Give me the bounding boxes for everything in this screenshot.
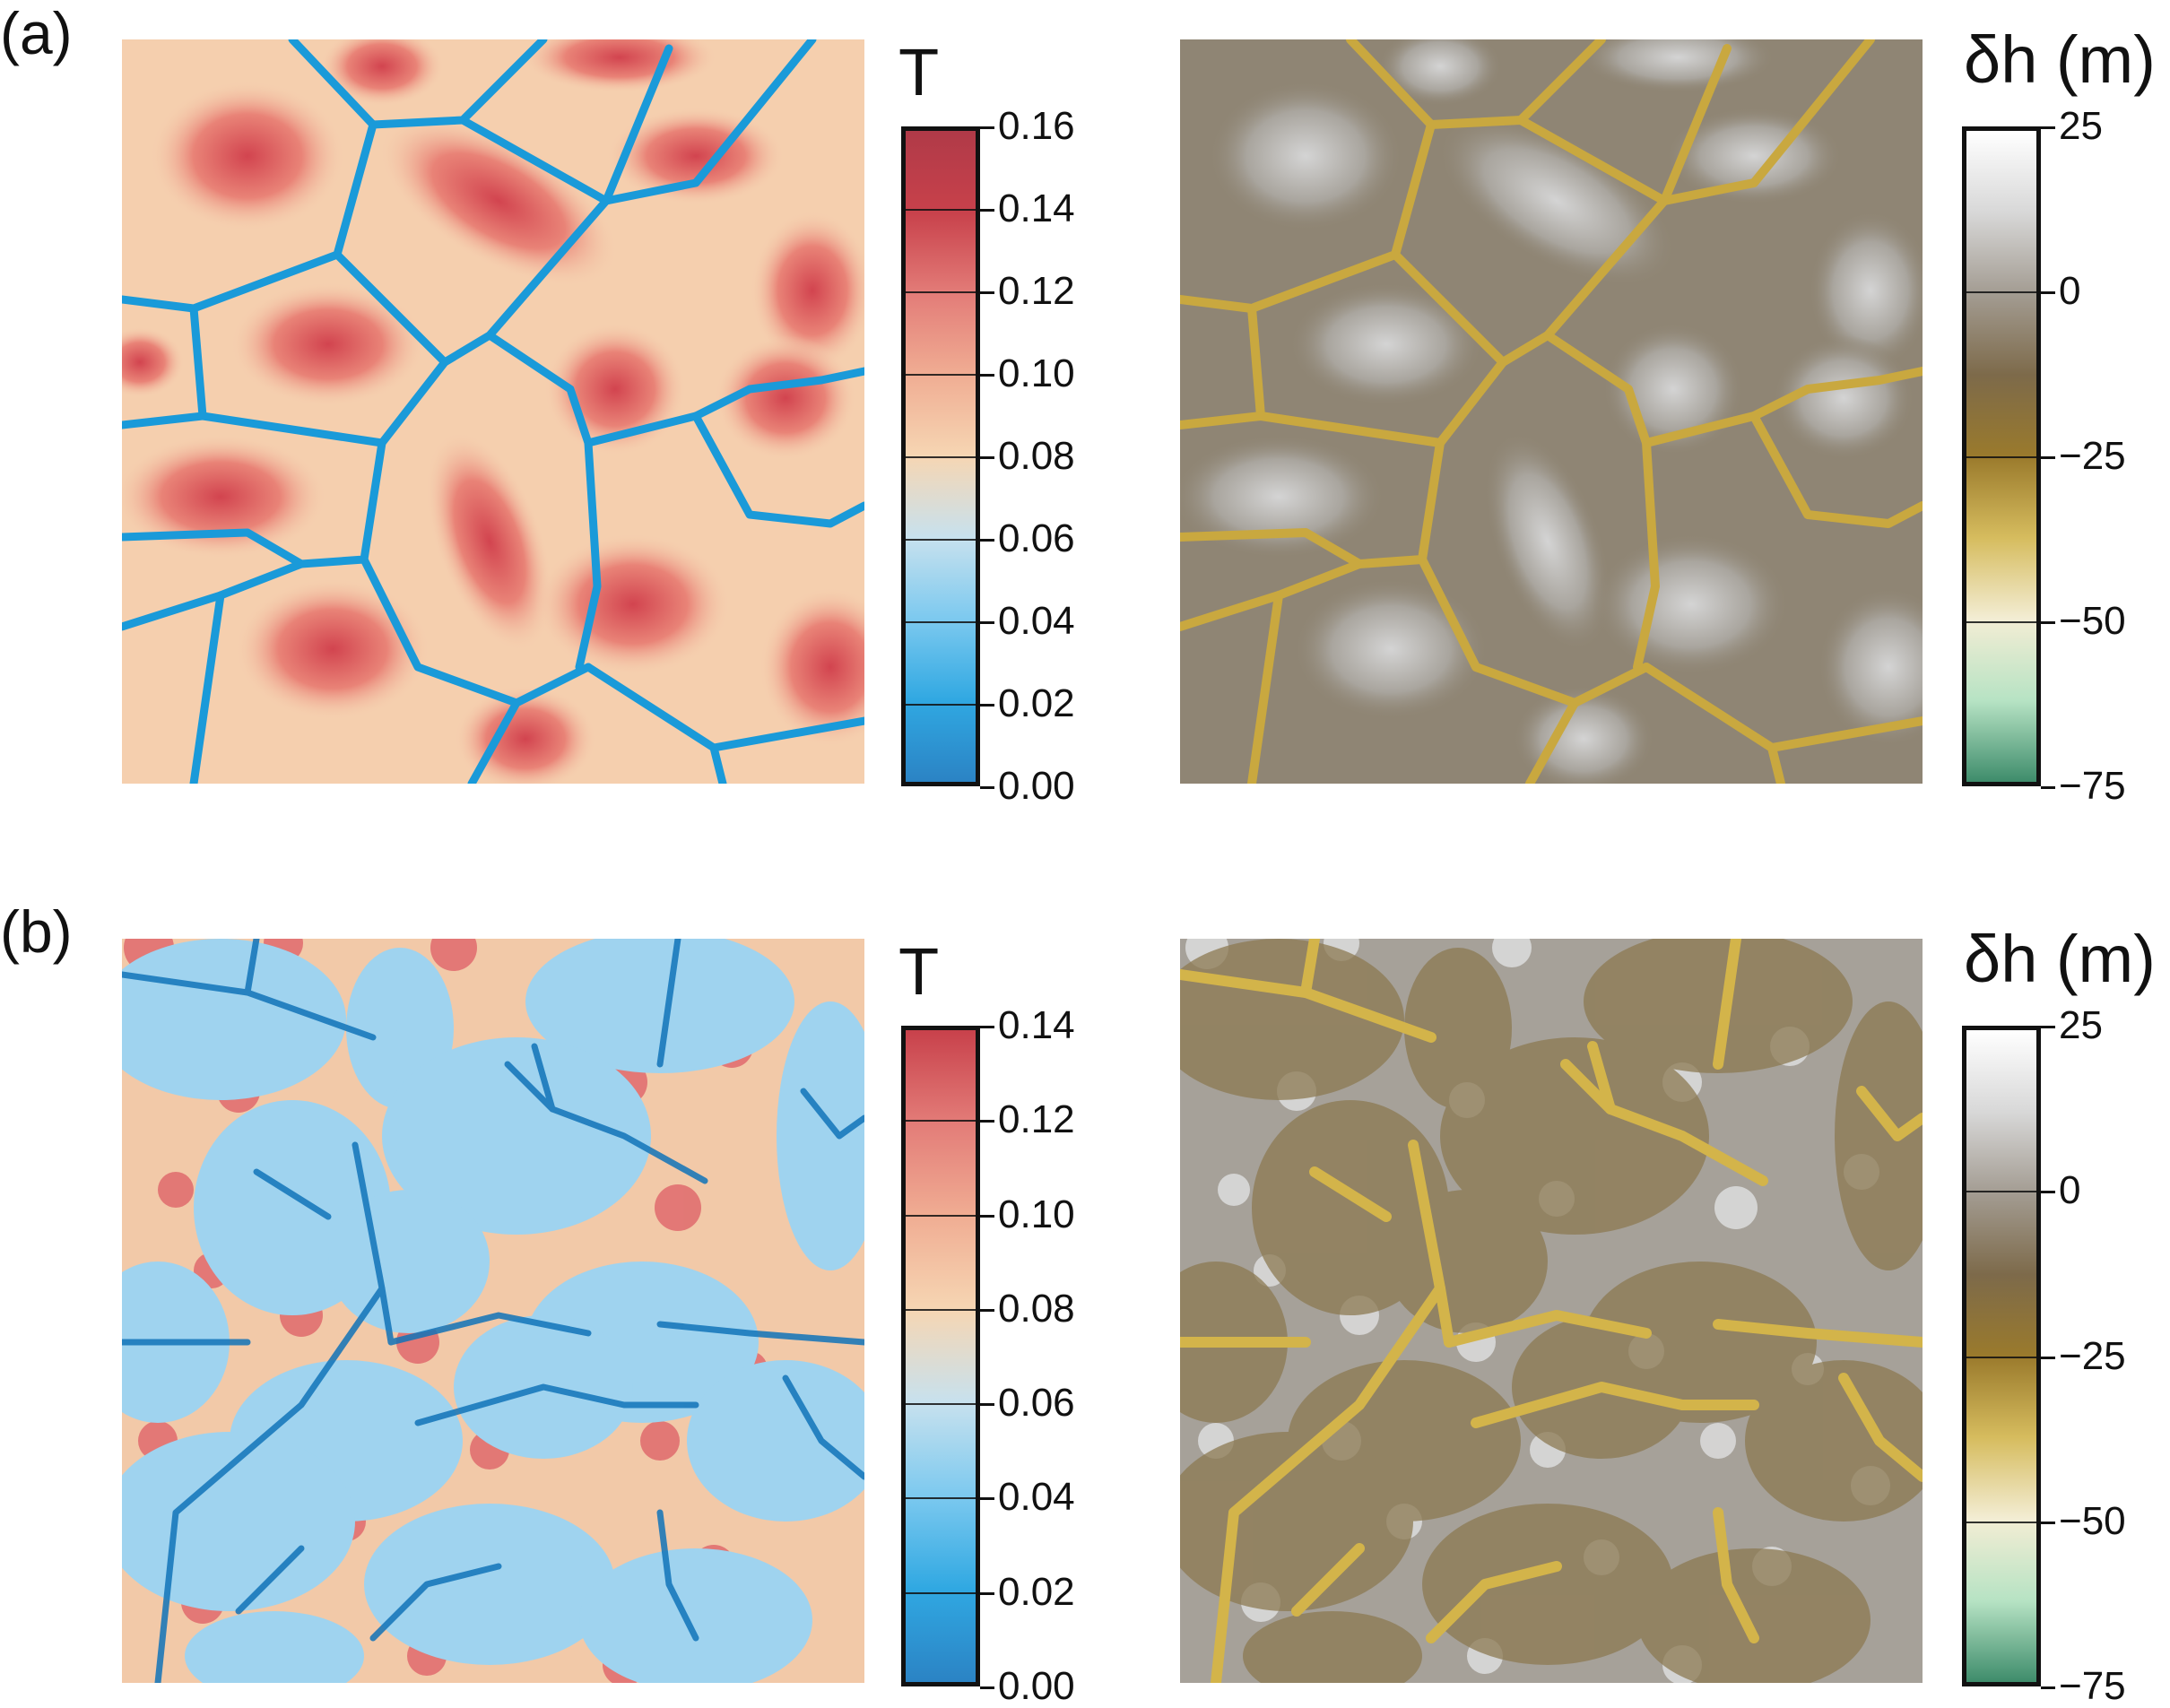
colorbar-tick-label: −75 <box>2059 1664 2126 1708</box>
colorbar-tick-mark <box>980 456 994 459</box>
colorbar-tick-label: 0 <box>2059 1168 2081 1213</box>
colorbar-tick-mark <box>980 126 994 129</box>
colorbar-tick-mark <box>980 291 994 294</box>
colorbar-tick-label: 0.16 <box>998 104 1075 148</box>
colorbar-tick-label: 0.10 <box>998 351 1075 395</box>
colorbar-tick-line <box>901 1403 980 1406</box>
colorbar-tick-mark <box>980 1308 994 1312</box>
colorbar-tick-label: −75 <box>2059 764 2126 808</box>
colorbar-tick-mark <box>980 786 994 789</box>
colorbar-tick-mark <box>2041 786 2055 789</box>
colorbar-tick-label: 0.14 <box>998 1003 1075 1047</box>
colorbar-tick-line <box>901 1214 980 1217</box>
panel-label-b: (b) <box>0 898 73 965</box>
colorbar-tick-label: 0.10 <box>998 1192 1075 1236</box>
temperature-map-a <box>122 39 864 784</box>
colorbar-tick-line <box>1962 1521 2041 1523</box>
colorbar-tick-line <box>901 539 980 541</box>
colorbar-tick-mark <box>2041 1686 2055 1689</box>
height-map-a <box>1180 39 1923 784</box>
colorbar-tick-label: 25 <box>2059 1003 2103 1047</box>
colorbar-tick-mark <box>980 1403 994 1407</box>
colorbar-tick-line <box>901 456 980 458</box>
colorbar-tick-mark <box>2041 126 2055 129</box>
height-colorbar-title-a: δh (m) <box>1964 22 2156 97</box>
colorbar-tick-label: 0.06 <box>998 1381 1075 1426</box>
colorbar-tick-label: 0.14 <box>998 186 1075 230</box>
colorbar-tick-line <box>1962 621 2041 623</box>
colorbar-tick-line <box>901 704 980 706</box>
colorbar-tick-line <box>1962 1356 2041 1358</box>
colorbar-tick-line <box>901 1120 980 1123</box>
colorbar-tick-mark <box>2041 1521 2055 1524</box>
colorbar-tick-line <box>901 621 980 623</box>
colorbar-tick-mark <box>980 209 994 212</box>
colorbar-tick-mark <box>980 1120 994 1123</box>
colorbar-tick-label: 0.00 <box>998 1664 1075 1708</box>
colorbar-tick-mark <box>2041 1026 2055 1028</box>
colorbar-tick-mark <box>980 621 994 624</box>
temperature-colorbar-title-b: T <box>898 934 940 1009</box>
colorbar-tick-label: 0 <box>2059 269 2081 313</box>
colorbar-tick-mark <box>2041 291 2055 294</box>
colorbar-tick-line <box>901 1497 980 1500</box>
colorbar-tick-line <box>1962 291 2041 293</box>
colorbar-tick-label: 0.08 <box>998 1286 1075 1331</box>
temperature-colorbar-b <box>901 1026 980 1686</box>
colorbar-tick-mark <box>980 1686 994 1689</box>
temperature-colorbar-title-a: T <box>898 35 940 109</box>
colorbar-tick-line <box>901 291 980 293</box>
colorbar-tick-line <box>901 374 980 376</box>
colorbar-tick-label: 0.00 <box>998 764 1075 808</box>
colorbar-tick-label: 0.06 <box>998 516 1075 560</box>
colorbar-tick-label: −25 <box>2059 434 2126 478</box>
height-colorbar-title-b: δh (m) <box>1964 922 2156 996</box>
colorbar-tick-mark <box>2041 1191 2055 1194</box>
colorbar-tick-mark <box>980 1214 994 1218</box>
colorbar-tick-label: 0.08 <box>998 434 1075 478</box>
colorbar-tick-label: 0.04 <box>998 599 1075 643</box>
temperature-map-b <box>122 939 864 1683</box>
colorbar-tick-mark <box>980 374 994 377</box>
height-map-b <box>1180 939 1923 1683</box>
colorbar-tick-label: 0.04 <box>998 1475 1075 1520</box>
colorbar-tick-mark <box>980 1026 994 1028</box>
colorbar-tick-label: −50 <box>2059 1498 2126 1543</box>
colorbar-tick-mark <box>980 1591 994 1595</box>
colorbar-tick-mark <box>980 1497 994 1501</box>
colorbar-tick-label: −25 <box>2059 1333 2126 1378</box>
colorbar-tick-line <box>901 209 980 211</box>
colorbar-tick-mark <box>980 539 994 542</box>
colorbar-tick-label: 0.02 <box>998 1569 1075 1614</box>
colorbar-tick-label: 0.12 <box>998 269 1075 313</box>
colorbar-tick-line <box>1962 1191 2041 1193</box>
colorbar-tick-mark <box>2041 621 2055 624</box>
colorbar-tick-line <box>1962 456 2041 458</box>
colorbar-tick-mark <box>2041 456 2055 459</box>
colorbar-tick-mark <box>2041 1356 2055 1359</box>
colorbar-tick-label: 0.12 <box>998 1097 1075 1142</box>
colorbar-tick-mark <box>980 704 994 707</box>
colorbar-tick-label: 25 <box>2059 104 2103 148</box>
colorbar-tick-line <box>901 1308 980 1311</box>
colorbar-tick-line <box>901 1591 980 1594</box>
panel-label-a: (a) <box>0 0 73 66</box>
colorbar-tick-label: −50 <box>2059 599 2126 643</box>
colorbar-tick-label: 0.02 <box>998 681 1075 725</box>
